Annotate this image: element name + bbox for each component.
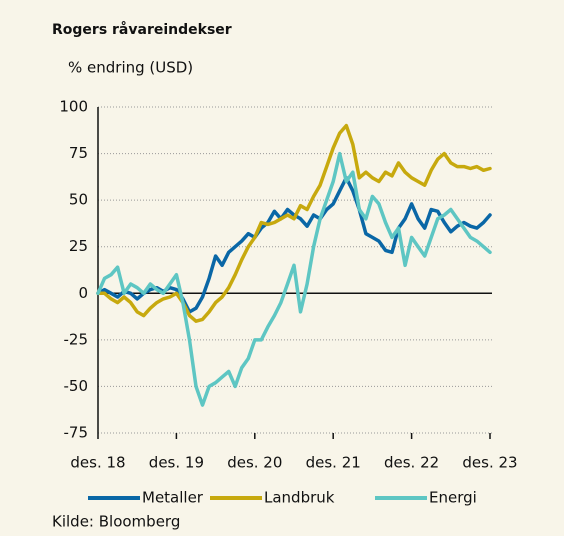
chart-title: Rogers råvareindekser xyxy=(52,21,232,38)
x-tick-label: des. 18 xyxy=(70,454,125,472)
x-tick-label: des. 22 xyxy=(384,454,439,472)
y-tick-label: -75 xyxy=(64,424,89,442)
y-tick-label: 75 xyxy=(69,144,88,162)
x-tick-label: des. 23 xyxy=(462,454,517,472)
x-tick-label: des. 21 xyxy=(306,454,361,472)
y-tick-label: -50 xyxy=(64,377,89,395)
y-tick-label: 50 xyxy=(69,191,88,209)
legend-label: Metaller xyxy=(142,489,204,507)
series-line xyxy=(96,176,492,314)
chart-subtitle: % endring (USD) xyxy=(68,59,193,77)
x-tick-label: des. 20 xyxy=(227,454,282,472)
y-tick-label: 100 xyxy=(59,98,88,116)
series-line xyxy=(96,151,492,407)
x-tick-label: des. 19 xyxy=(149,454,204,472)
legend-label: Energi xyxy=(429,489,477,507)
legend-label: Landbruk xyxy=(264,489,335,507)
y-tick-label: 25 xyxy=(69,237,88,255)
source: Kilde: Bloomberg xyxy=(52,513,180,531)
y-tick-label: -25 xyxy=(64,330,89,348)
y-tick-label: 0 xyxy=(78,284,88,302)
series-line xyxy=(96,123,492,323)
